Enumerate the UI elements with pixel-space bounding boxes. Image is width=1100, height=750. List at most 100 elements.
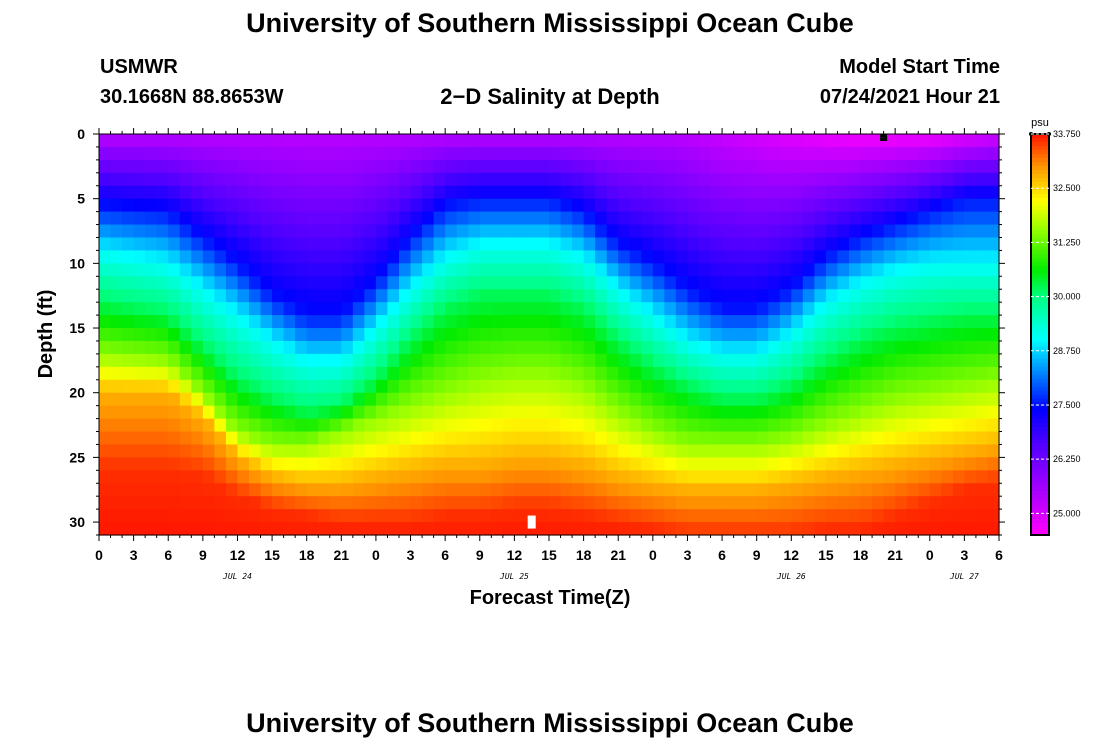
heatmap-cell (664, 302, 677, 316)
heatmap-cell (375, 431, 389, 446)
heatmap-cell (537, 379, 550, 394)
heatmap-cell (456, 392, 469, 407)
heatmap-cell (964, 418, 977, 433)
heatmap-cell (837, 353, 850, 368)
heatmap-cell (156, 276, 169, 290)
heatmap-cell (710, 276, 723, 290)
heatmap-cell (699, 224, 712, 239)
heatmap-cell (906, 263, 919, 277)
heatmap-cell (525, 159, 539, 174)
heatmap-cell (525, 366, 539, 381)
heatmap-cell (514, 366, 527, 381)
heatmap-cell (606, 379, 619, 394)
heatmap-cell (710, 392, 723, 407)
colorbar-tick-label: 31.250 (1053, 237, 1081, 247)
heatmap-cell (583, 159, 596, 174)
heatmap-cell (225, 172, 239, 187)
heatmap-cell (802, 366, 815, 381)
heatmap-cell (733, 522, 746, 536)
heatmap-cell (133, 146, 146, 161)
heatmap-cell (179, 211, 192, 226)
heatmap-cell (756, 496, 769, 510)
heatmap-cell (849, 405, 862, 420)
x-tick-label: 15 (818, 547, 834, 563)
heatmap-cell (272, 379, 285, 394)
heatmap-cell (537, 353, 550, 368)
heatmap-cell (975, 431, 989, 446)
heatmap-cell (514, 289, 527, 303)
heatmap-cell (791, 276, 804, 290)
heatmap-cell (791, 392, 804, 407)
heatmap-cell (987, 496, 1000, 510)
heatmap-cell (987, 315, 1000, 329)
heatmap-cell (387, 159, 400, 174)
heatmap-cell (825, 340, 839, 355)
heatmap-cell (733, 509, 746, 523)
heatmap-cell (699, 185, 712, 200)
heatmap-cell (156, 405, 169, 420)
heatmap-cell (168, 431, 181, 446)
colorbar-segment (1031, 326, 1049, 332)
heatmap-cell (687, 470, 700, 484)
heatmap-cell (375, 509, 389, 523)
heatmap-cell (987, 302, 1000, 316)
heatmap-cell (99, 224, 112, 239)
heatmap-cell (745, 340, 758, 355)
heatmap-cell (560, 444, 573, 458)
colorbar-unit: psu (1031, 117, 1049, 129)
heatmap-cell (122, 366, 135, 381)
heatmap-cell (352, 392, 365, 407)
heatmap-cell (249, 379, 262, 394)
heatmap-cell (883, 483, 896, 497)
heatmap-cell (606, 522, 619, 536)
heatmap-cell (468, 509, 481, 523)
heatmap-cell (375, 483, 389, 497)
heatmap-cell (191, 444, 204, 458)
heatmap-cell (802, 353, 815, 368)
heatmap-cell (283, 302, 296, 316)
heatmap-cell (341, 250, 354, 264)
heatmap-cell (306, 392, 319, 407)
heatmap-cell (387, 237, 400, 252)
heatmap-cell (445, 483, 458, 497)
heatmap-cell (456, 289, 469, 303)
heatmap-cell (802, 522, 815, 536)
heatmap-cell (110, 302, 123, 316)
heatmap-cell (791, 328, 804, 342)
heatmap-cell (260, 353, 273, 368)
heatmap-cell (987, 276, 1000, 290)
heatmap-cell (283, 509, 296, 523)
heatmap-cell (606, 405, 619, 420)
heatmap-cell (710, 444, 723, 458)
heatmap-cell (99, 405, 112, 420)
heatmap-cell (687, 159, 700, 174)
heatmap-cell (422, 276, 435, 290)
heatmap-cell (722, 418, 735, 433)
heatmap-cell (122, 328, 135, 342)
heatmap-cell (929, 431, 942, 446)
heatmap-cell (110, 470, 123, 484)
heatmap-cell (583, 289, 596, 303)
heatmap-cell (249, 185, 262, 200)
heatmap-cell (583, 185, 596, 200)
colorbar-segment (1031, 246, 1049, 251)
heatmap-cell (237, 185, 250, 200)
heatmap-cell (883, 250, 896, 264)
heatmap-cell (537, 340, 550, 355)
heatmap-cell (572, 289, 585, 303)
heatmap-cell (872, 418, 885, 433)
heatmap-cell (549, 483, 562, 497)
heatmap-cell (802, 418, 815, 433)
heatmap-cell (779, 276, 792, 290)
heatmap-cell (814, 134, 827, 148)
heatmap-cell (779, 470, 792, 484)
heatmap-cell (202, 276, 215, 290)
heatmap-cell (283, 263, 296, 277)
heatmap-cell (675, 366, 689, 381)
colorbar: 33.75032.50031.25030.00028.75027.50026.2… (1029, 129, 1081, 536)
heatmap-cell (664, 315, 677, 329)
heatmap-cell (733, 496, 746, 510)
heatmap-cell (814, 250, 827, 264)
colorbar-segment (1031, 298, 1049, 304)
heatmap-cell (860, 289, 873, 303)
